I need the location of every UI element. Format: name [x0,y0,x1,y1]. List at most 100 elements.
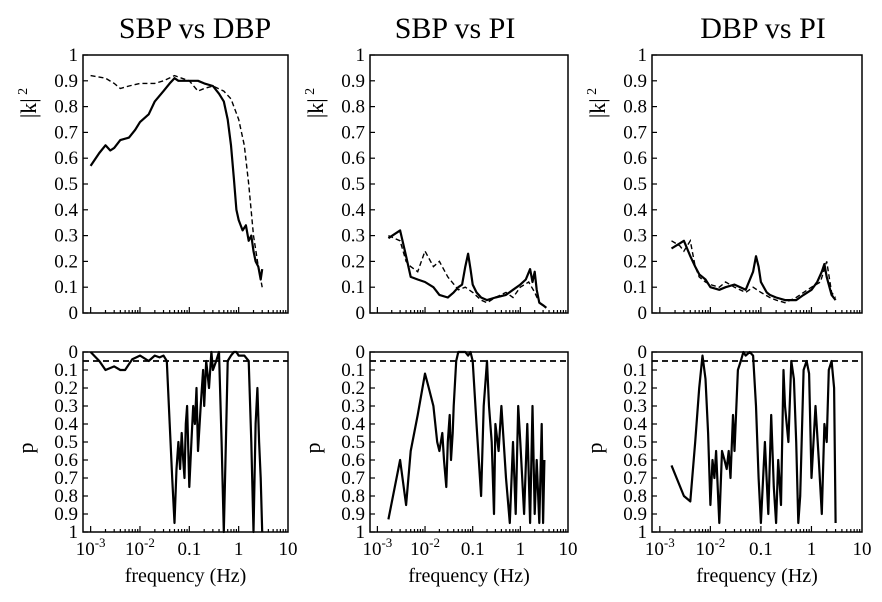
y-tick-label: 0.8 [54,486,78,507]
y-tick-label: 0.6 [341,148,365,169]
x-axis-label: frequency (Hz) [696,565,818,587]
y-tick-label: 0.7 [341,468,365,489]
y-tick-label: 0.1 [54,360,78,381]
y-tick-label: 0.2 [54,378,78,399]
x-axis-label: frequency (Hz) [125,565,247,587]
y-tick-label: 0.8 [623,486,647,507]
y-tick-label: 0.8 [623,97,647,118]
y-tick-label: 0.5 [54,432,78,453]
x-axis [659,307,861,313]
y-tick-label: 0.9 [54,71,78,92]
y-axis-label: p [582,443,607,454]
x-axis [90,307,287,313]
y-tick-label: 0.6 [623,450,647,471]
y-tick-label: 0.2 [623,378,647,399]
panel-title: DBP vs PI [700,12,826,45]
y-tick-label: 0.5 [341,174,365,195]
x-axis: 10-3 10-2 0.1 1 10 [645,526,872,560]
y-tick-label: 0.1 [341,277,365,298]
y-tick-label: 0.9 [54,504,78,525]
y-tick-label: 0.5 [341,432,365,453]
y-tick-label: 0.3 [54,226,78,247]
y-tick-label: 0.1 [623,277,647,298]
y-tick-label: 0.3 [341,396,365,417]
x-tick-label: 1 [234,539,244,560]
y-tick-label: 0.4 [341,200,365,221]
y-tick-label: 0.8 [341,97,365,118]
y-tick-label: 1 [356,522,366,543]
y-tick-label: 0.6 [54,148,78,169]
y-tick-label: 0.7 [341,122,365,143]
x-axis-label: frequency (Hz) [408,565,530,587]
y-tick-label: 0.7 [54,468,78,489]
y-tick-label: 0 [638,303,648,324]
y-tick-label: 0.7 [54,122,78,143]
y-tick-label: 0 [638,342,648,363]
y-tick-label: 0.9 [623,71,647,92]
y-axis-label: p [300,443,325,454]
y-axis: 00.10.20.30.40.50.60.70.80.91 [341,45,375,324]
y-tick-label: 0.7 [623,122,647,143]
y-axis-label: |k| 2 [16,88,41,118]
y-tick-label: 0.8 [341,486,365,507]
x-axis: 10-3 10-2 0.1 1 10 [362,526,578,560]
y-tick-label: 0.6 [623,148,647,169]
y-tick-label: 0.2 [341,378,365,399]
plot-frame [369,54,569,314]
x-tick-label: 10-2 [125,535,155,560]
x-axis [376,307,567,313]
x-tick-label: 10 [853,539,872,560]
y-tick-label: 0.9 [341,504,365,525]
solid-series-line [670,350,837,525]
y-tick-label: 0.8 [54,97,78,118]
coherence-panel-1: SBP vs DBP 0 0.1 0.2 0.3 0.4 0.5 0.6 0.7 0.8 0.9 1 |… [16,12,289,324]
y-tick-label: 0.4 [54,414,78,435]
y-tick-label: 0.3 [623,226,647,247]
y-tick-label: 0.4 [54,200,78,221]
y-tick-label: 0.4 [623,414,647,435]
y-tick-label: 1 [69,522,79,543]
y-tick-label: 0 [69,342,79,363]
x-tick-label: 10-3 [76,535,106,560]
solid-series-line [89,77,264,281]
dashed-series-line [671,238,837,304]
x-tick-label: 10 [559,539,578,560]
solid-series-line [89,350,264,534]
coherence-panel-3: DBP vs PI 0 0.1 0.2 0.3 0.4 0.5 0.6 0.7 0.8 0.9 1 |k… [585,12,863,324]
x-tick-label: 10-3 [362,535,392,560]
panel-title: SBP vs DBP [119,12,271,45]
plot-frame [651,54,863,314]
y-axis: 00.10.20.30.40.50.60.70.80.91 [623,342,657,543]
x-tick-label: 0.1 [177,539,201,560]
y-tick-label: 0.3 [623,396,647,417]
y-tick-label: 0.6 [341,450,365,471]
y-axis: 00.10.20.30.40.50.60.70.80.91 [341,342,375,543]
y-tick-label: 0.2 [623,251,647,272]
x-tick-label: 1 [807,539,817,560]
x-tick-label: 10-2 [695,535,725,560]
coherence-panel-2: SBP vs PI 0 0.1 0.2 0.3 0.4 0.5 0.6 0.7 0.8 0.9 1 |k… [303,12,569,324]
x-tick-label: 0.1 [749,539,773,560]
y-tick-label: 0.4 [623,200,647,221]
y-tick-label: 0 [356,303,366,324]
x-tick-label: 1 [516,539,526,560]
x-tick-label: 10-3 [645,535,675,560]
y-tick-label: 0.9 [341,71,365,92]
y-tick-label: 1 [356,45,366,66]
x-tick-label: 10-2 [410,535,440,560]
y-tick-label: 0.2 [341,251,365,272]
y-axis-label: |k| 2 [585,88,610,118]
y-tick-label: 0.7 [623,468,647,489]
y-tick-label: 0 [69,303,79,324]
y-tick-label: 1 [638,522,648,543]
y-tick-label: 1 [69,45,79,66]
y-axis: 00.10.20.30.40.50.60.70.80.91 [54,342,88,543]
y-tick-label: 0.1 [341,360,365,381]
panel-title: SBP vs PI [395,12,516,45]
y-tick-label: 0.1 [623,360,647,381]
dashed-series-line [90,74,263,288]
y-tick-label: 0.6 [54,450,78,471]
solid-series-line [387,229,547,309]
